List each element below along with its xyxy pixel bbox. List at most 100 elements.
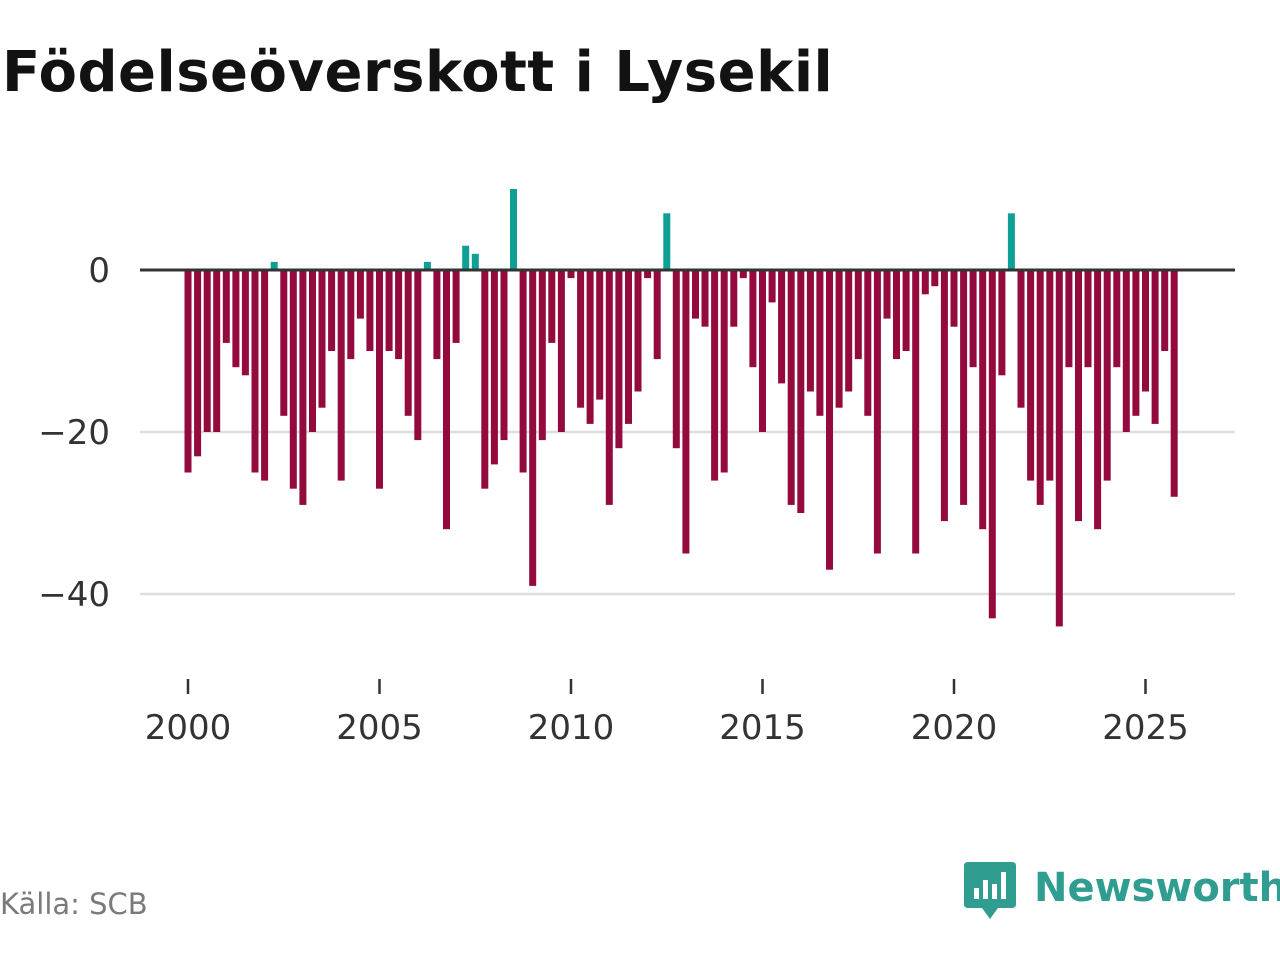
chart-title: Födelseöverskott i Lysekil [2, 40, 834, 105]
bar [998, 270, 1006, 376]
x-tick-label: 2025 [1102, 708, 1189, 748]
bar [605, 270, 613, 505]
bar [902, 270, 910, 351]
bar [241, 270, 249, 376]
bar [672, 270, 680, 449]
bar [1084, 270, 1092, 368]
bar [337, 270, 345, 481]
x-tick-label: 2005 [336, 708, 423, 748]
bar [1094, 270, 1102, 530]
bar [203, 270, 211, 432]
bar [883, 270, 891, 319]
source-label: Källa: SCB [0, 887, 148, 921]
brand-name: Newsworthy [1034, 865, 1280, 911]
bar [988, 270, 996, 619]
x-tick-label: 2010 [528, 708, 615, 748]
bar [720, 270, 728, 473]
bar [481, 270, 489, 489]
bar [596, 270, 604, 400]
bar [1151, 270, 1159, 424]
bar [1065, 270, 1073, 368]
bar [634, 270, 642, 392]
bar [471, 253, 479, 270]
bar [701, 270, 709, 327]
bar [490, 270, 498, 465]
bar [845, 270, 853, 392]
bar [806, 270, 814, 392]
bar [854, 270, 862, 360]
y-tick-label: 0 [88, 251, 110, 291]
bar [462, 245, 470, 270]
x-tick-label: 2000 [145, 708, 232, 748]
bar [1017, 270, 1025, 408]
bar [376, 270, 383, 489]
bar [251, 270, 259, 473]
y-tick-label: −40 [38, 575, 110, 615]
bar [940, 270, 948, 522]
bar [797, 270, 805, 513]
brand-logo: Newsworthy [964, 862, 1280, 920]
bar [452, 270, 460, 343]
bar [433, 270, 441, 360]
bar [1132, 270, 1140, 416]
bar [950, 270, 958, 327]
bars [184, 189, 1178, 627]
bar-chart: 0 −20 −40 2000 2005 2010 2015 2020 2025 [38, 189, 1235, 748]
bar [232, 270, 240, 368]
x-tick-label: 2015 [719, 708, 806, 748]
y-tick-label: −20 [38, 413, 110, 453]
bar [625, 270, 632, 424]
bar [510, 189, 517, 270]
bar [529, 270, 537, 586]
bar [1036, 270, 1044, 505]
bar [299, 270, 307, 505]
bar [816, 270, 824, 416]
bar [969, 270, 977, 368]
bar [739, 270, 747, 279]
bar [749, 270, 757, 368]
bar [768, 270, 776, 303]
bar [557, 270, 565, 432]
bar [1113, 270, 1121, 368]
bar [194, 270, 202, 457]
bar [615, 270, 623, 449]
bar [423, 261, 431, 270]
bar [893, 270, 900, 360]
bar [912, 270, 920, 554]
bar [270, 261, 278, 270]
bar [519, 270, 527, 473]
bar [787, 270, 795, 505]
bar [366, 270, 374, 351]
bar [653, 270, 661, 360]
bar [577, 270, 585, 408]
bar [347, 270, 355, 360]
bar [356, 270, 364, 319]
bar [548, 270, 556, 343]
bar [692, 270, 699, 319]
x-axis: 2000 2005 2010 2015 2020 2025 [145, 679, 1189, 748]
bar [873, 270, 881, 554]
bar [385, 270, 393, 351]
bar [826, 270, 833, 570]
bar [1142, 270, 1149, 392]
bar [222, 270, 230, 343]
bar [864, 270, 872, 416]
y-axis-tick-labels: 0 −20 −40 [38, 251, 110, 615]
bar [538, 270, 546, 441]
bar [280, 270, 288, 416]
bar [979, 270, 987, 530]
bar [1007, 213, 1015, 270]
bar [586, 270, 594, 424]
bar [711, 270, 719, 481]
bar [261, 270, 269, 481]
bar [184, 270, 192, 473]
bar [213, 270, 221, 432]
bar [1122, 270, 1130, 432]
newsworthy-logo-icon [964, 862, 1016, 919]
bar [778, 270, 786, 384]
bar [759, 270, 766, 432]
bar [1027, 270, 1035, 481]
bar [682, 270, 690, 554]
bar [1055, 270, 1063, 627]
bar [1046, 270, 1054, 481]
